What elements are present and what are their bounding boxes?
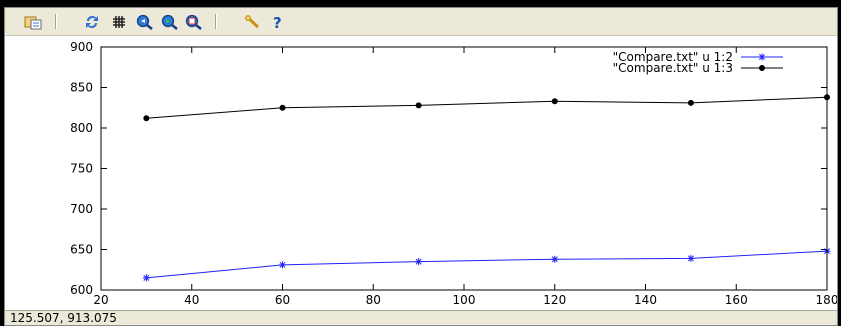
copy-to-clipboard-button[interactable] bbox=[23, 12, 43, 31]
x-tick-label: 100 bbox=[453, 293, 476, 307]
svg-text:?: ? bbox=[273, 14, 282, 30]
options-icon bbox=[245, 14, 260, 28]
previous-zoom-icon bbox=[136, 14, 153, 30]
help-button[interactable]: ? bbox=[268, 12, 288, 31]
toolbar-separator bbox=[55, 14, 57, 29]
toolbar: ? bbox=[5, 8, 837, 36]
legend-marker bbox=[759, 65, 765, 71]
replot-icon bbox=[86, 15, 98, 28]
next-zoom-button[interactable] bbox=[160, 12, 180, 31]
legend-marker bbox=[758, 53, 766, 61]
x-tick-label: 160 bbox=[725, 293, 748, 307]
grid-button[interactable] bbox=[109, 12, 129, 31]
line-chart[interactable]: 20 40 60 80 100 120 140 160 180 600 650 700 750 800 85… bbox=[5, 36, 837, 313]
x-tick-label: 140 bbox=[634, 293, 657, 307]
autoscale-icon bbox=[185, 14, 202, 30]
series-1-point bbox=[279, 261, 286, 269]
series-2-point bbox=[279, 104, 286, 111]
help-icon: ? bbox=[273, 14, 282, 30]
x-tick-label: 20 bbox=[93, 293, 108, 307]
status-bar: 125.507, 913.075 bbox=[5, 310, 837, 325]
y-tick-label: 650 bbox=[70, 243, 93, 257]
x-tick-label: 40 bbox=[184, 293, 199, 307]
x-tick-label: 80 bbox=[366, 293, 381, 307]
grid-icon bbox=[113, 15, 125, 28]
y-tick-label: 700 bbox=[70, 202, 93, 216]
series-2-point bbox=[143, 115, 150, 122]
series-1-point bbox=[687, 254, 695, 262]
options-button[interactable] bbox=[243, 12, 263, 31]
autoscale-button[interactable] bbox=[184, 12, 204, 31]
series-2-point bbox=[687, 99, 694, 106]
x-tick-label: 60 bbox=[275, 293, 290, 307]
y-tick-label: 900 bbox=[70, 40, 93, 54]
next-zoom-icon bbox=[161, 14, 178, 30]
series-1-point bbox=[142, 274, 150, 282]
plot-border bbox=[100, 46, 828, 291]
y-tick-label: 600 bbox=[70, 283, 93, 297]
previous-zoom-button[interactable] bbox=[135, 12, 155, 31]
mouse-coordinates: 125.507, 913.075 bbox=[10, 311, 117, 325]
x-tick-label: 180 bbox=[816, 293, 837, 307]
replot-button[interactable] bbox=[82, 12, 102, 31]
plot-window: ? 20 40 60 80 100 120 140 160 180 600 650 700 750 800… bbox=[4, 7, 838, 326]
copy-to-clipboard-icon bbox=[24, 16, 42, 29]
series-2-point bbox=[415, 102, 422, 109]
series-1-point bbox=[551, 255, 559, 263]
y-tick-label: 800 bbox=[70, 121, 93, 135]
plot-background bbox=[5, 36, 837, 313]
series-1-line bbox=[146, 250, 828, 279]
x-tick-label: 120 bbox=[543, 293, 566, 307]
y-tick-label: 850 bbox=[70, 81, 93, 95]
legend-label: "Compare.txt" u 1:3 bbox=[613, 61, 733, 75]
y-tick-label: 750 bbox=[70, 162, 93, 176]
series-1-point bbox=[415, 258, 423, 266]
toolbar-separator bbox=[215, 14, 217, 29]
series-2-point bbox=[551, 98, 558, 105]
series-2-line bbox=[146, 96, 828, 119]
legend-label: "Compare.txt" u 1:2 bbox=[613, 50, 733, 64]
